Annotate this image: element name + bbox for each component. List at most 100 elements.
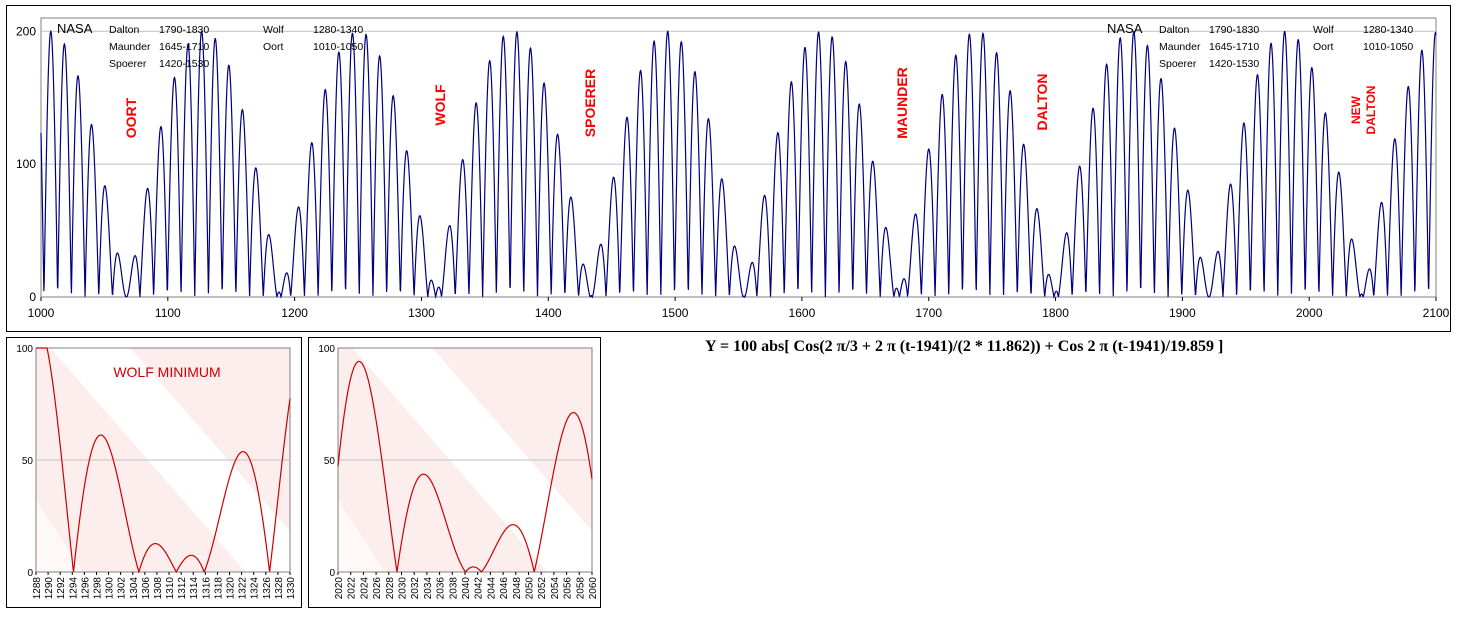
y-tick-label: 100 [318,344,335,355]
minimum-label: OORT [123,97,139,138]
minimum-label: MAUNDER [894,67,910,139]
x-tick-label: 1308 [153,577,164,600]
x-tick-label: 1600 [789,306,816,320]
x-tick-label: 2048 [512,577,523,600]
x-tick-label: 1324 [250,577,261,600]
x-tick-label: 2054 [550,577,561,600]
minimum-label-text: DALTON [1364,86,1378,135]
y-tick-label: 0 [29,290,36,304]
x-tick-label: 1328 [274,577,285,600]
series-line [337,360,593,574]
minimum-label: SPOERER [582,69,598,137]
legend-entry-period: 1790-1830 [1209,24,1259,36]
formula-text: Y = 100 abs[ Cos(2 π/3 + 2 π (t-1941)/(2… [705,338,1224,355]
legend-entry-period: 1790-1830 [159,24,209,36]
x-tick-label: 2040 [461,577,472,600]
x-tick-label: 1100 [155,306,181,320]
legend-source: NASA [57,21,93,36]
x-tick-label: 1318 [213,577,224,600]
legend-entry-name: Wolf [263,24,284,36]
minimum-label-text: OORT [123,97,139,138]
legend-entry-name: Dalton [109,24,140,36]
legend-entry-name: Maunder [1159,41,1201,53]
background-shading [36,348,290,572]
x-tick-label: 2030 [398,577,409,600]
minimum-label: DALTON [1034,73,1050,130]
x-tick-label: 1298 [92,577,103,600]
x-tick-label: 2052 [537,577,548,600]
x-tick-label: 1320 [226,577,237,600]
legend-entry-name: Wolf [1313,24,1334,36]
x-tick-label: 1330 [286,577,297,600]
legend-entry-period: 1420-1530 [159,58,209,70]
x-tick-label: 2058 [575,577,586,600]
x-tick-label: 2036 [436,577,447,600]
x-tick-label: 1300 [105,577,116,600]
x-tick-label: 1900 [1169,306,1196,320]
x-tick-label: 1500 [662,306,689,320]
legend-entry-period: 1420-1530 [1209,58,1259,70]
wolf-minimum-chart-frame: 0 50 100 1288 1290 1292 1294 1296 1298 1300 1302 13… [6,337,302,608]
y-tick-label: 200 [16,24,36,38]
series-line [36,347,291,574]
x-tick-label: 2028 [385,577,396,600]
x-tick-label: 1296 [80,577,91,600]
y-tick-label: 100 [16,344,33,355]
x-tick-label: 1200 [281,306,308,320]
minimum-label-text: NEW [1349,95,1363,124]
x-tick-label: 2042 [474,577,485,600]
x-tick-label: 1326 [262,577,273,600]
x-tick-label: 1000 [28,306,55,320]
x-tick-label: 2026 [372,577,383,600]
minimum-label-text: MAUNDER [894,67,910,139]
y-tick-label: 0 [27,568,33,579]
x-tick-label: 1316 [201,577,212,600]
x-tick-label: 1294 [68,577,79,600]
x-tick-label: 2056 [563,577,574,600]
y-tick-label: 0 [329,568,335,579]
x-tick-label: 2034 [423,577,434,600]
x-tick-label: 2000 [1296,306,1323,320]
legend-source: NASA [1107,21,1143,36]
x-tick-label: 2032 [410,577,421,600]
minimum-label: WOLF [432,84,448,126]
minimum-label: NEW DALTON [1349,86,1378,135]
x-tick-label: 1300 [408,306,435,320]
minimum-label-text: DALTON [1034,73,1050,130]
x-tick-label: 2060 [588,577,599,600]
x-tick-label: 1288 [32,577,43,600]
background-shading [338,348,592,572]
legend-entry-period: 1645-1710 [1209,41,1259,53]
series-line [40,30,1437,300]
x-tick-label: 2024 [359,577,370,600]
minimum-label-text: WOLF [432,84,448,126]
x-tick-label: 2020 [334,577,345,600]
x-tick-label: 1314 [189,577,200,600]
x-tick-label: 1400 [535,306,562,320]
x-tick-label: 1312 [177,577,188,600]
x-tick-label: 1292 [56,577,67,600]
x-tick-label: 1322 [238,577,249,600]
legend-entry-name: Maunder [109,41,151,53]
x-tick-label: 1700 [915,306,942,320]
x-tick-label: 2100 [1423,306,1450,320]
x-tick-label: 1302 [117,577,128,600]
legend-entry-name: Oort [263,41,284,53]
future-minimum-chart-frame: 0 50 100 2020 2022 2024 2026 2028 2030 2032 2034 20… [308,337,601,608]
x-tick-label: 1290 [44,577,55,600]
y-tick-label: 100 [16,157,36,171]
chart-title: WOLF MINIMUM [113,364,220,380]
main-chart: 0 100 200 1000 1100 1200 1300 1400 1500 1600 1700 1… [16,17,1450,320]
legend-entry-name: Dalton [1159,24,1190,36]
x-tick-label: 2022 [347,577,358,600]
legend-entry-name: Spoerer [1159,58,1197,70]
legend-entry-period: 1280-1340 [1363,24,1413,36]
legend: NASA Dalton 1790-1830 Wolf 1280-1340 Maunder 1… [57,21,363,70]
legend-entry-name: Oort [1313,41,1334,53]
x-tick-label: 2046 [499,577,510,600]
y-tick-label: 50 [324,456,336,467]
legend-entry-name: Spoerer [109,58,147,70]
minimum-label-text: SPOERER [582,69,598,137]
x-tick-label: 1310 [165,577,176,600]
